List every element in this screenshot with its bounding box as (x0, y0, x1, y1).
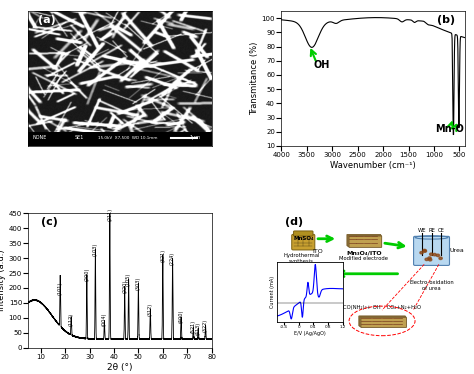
Text: Hydrothermal
synthesis: Hydrothermal synthesis (283, 253, 319, 264)
Y-axis label: Transmitance (%): Transmitance (%) (250, 42, 259, 115)
Text: (224): (224) (170, 252, 175, 265)
X-axis label: Wavenumber (cm⁻¹): Wavenumber (cm⁻¹) (330, 161, 416, 170)
Text: Mn-O: Mn-O (435, 124, 464, 134)
Circle shape (439, 257, 442, 260)
X-axis label: E/V (Ag/AgO): E/V (Ag/AgO) (294, 331, 326, 335)
Y-axis label: Current (mA): Current (mA) (270, 276, 275, 308)
Text: 1µm: 1µm (190, 135, 201, 141)
Text: (303): (303) (136, 277, 141, 290)
Circle shape (436, 254, 439, 257)
Text: (105): (105) (126, 272, 131, 286)
Text: 15.0kV  X7,500  WD 10.1mm: 15.0kV X7,500 WD 10.1mm (98, 137, 157, 141)
Text: (112): (112) (69, 313, 73, 326)
Circle shape (428, 257, 431, 259)
Text: (a): (a) (37, 15, 55, 25)
Circle shape (429, 253, 433, 255)
Text: (b): (b) (437, 15, 456, 25)
Text: (d): (d) (285, 217, 303, 227)
Circle shape (423, 250, 427, 252)
Text: CE: CE (437, 228, 444, 233)
Text: OH: OH (314, 60, 330, 70)
Text: (400): (400) (179, 310, 183, 323)
Text: (521): (521) (191, 321, 196, 334)
Text: (211): (211) (107, 208, 112, 221)
Bar (28, 132, 212, 146)
Text: (004): (004) (102, 313, 107, 326)
Text: (103): (103) (93, 242, 98, 256)
Text: (413): (413) (196, 322, 201, 335)
FancyBboxPatch shape (414, 236, 449, 266)
Text: CO(NH₂)₂+ OH⁻  CO₂+N₂+H₂O: CO(NH₂)₂+ OH⁻ CO₂+N₂+H₂O (343, 305, 421, 310)
FancyBboxPatch shape (347, 235, 381, 246)
Text: Urea: Urea (450, 248, 465, 253)
FancyBboxPatch shape (348, 236, 382, 247)
FancyBboxPatch shape (349, 236, 382, 247)
Text: WE: WE (418, 228, 427, 233)
Text: (312): (312) (148, 303, 153, 316)
Text: (101): (101) (58, 281, 63, 295)
Text: (c): (c) (41, 217, 58, 227)
Circle shape (428, 258, 432, 261)
Text: (322): (322) (203, 319, 208, 332)
Text: RE: RE (428, 228, 435, 233)
Text: NONE: NONE (32, 135, 46, 141)
FancyBboxPatch shape (360, 316, 406, 327)
Text: MnSO₄: MnSO₄ (293, 236, 313, 240)
Text: SE1: SE1 (74, 135, 83, 141)
Circle shape (420, 251, 423, 254)
FancyBboxPatch shape (359, 316, 405, 326)
Text: Electro-oxidation
of urea: Electro-oxidation of urea (409, 280, 454, 291)
FancyBboxPatch shape (292, 234, 315, 250)
Text: (220): (220) (122, 280, 127, 293)
Text: Modified electrode: Modified electrode (339, 255, 388, 261)
Circle shape (425, 258, 428, 261)
Text: ITO: ITO (312, 249, 323, 254)
Text: (200): (200) (84, 268, 89, 281)
FancyBboxPatch shape (347, 234, 381, 246)
Text: (321): (321) (160, 249, 165, 262)
FancyBboxPatch shape (360, 317, 406, 327)
Circle shape (433, 254, 436, 256)
Circle shape (423, 249, 426, 252)
X-axis label: 2θ (°): 2θ (°) (107, 363, 133, 372)
Y-axis label: Intensity (a.u.): Intensity (a.u.) (0, 250, 6, 311)
FancyBboxPatch shape (293, 231, 313, 236)
FancyBboxPatch shape (361, 318, 406, 328)
Text: Mn₃O₄/ITO: Mn₃O₄/ITO (346, 250, 382, 255)
